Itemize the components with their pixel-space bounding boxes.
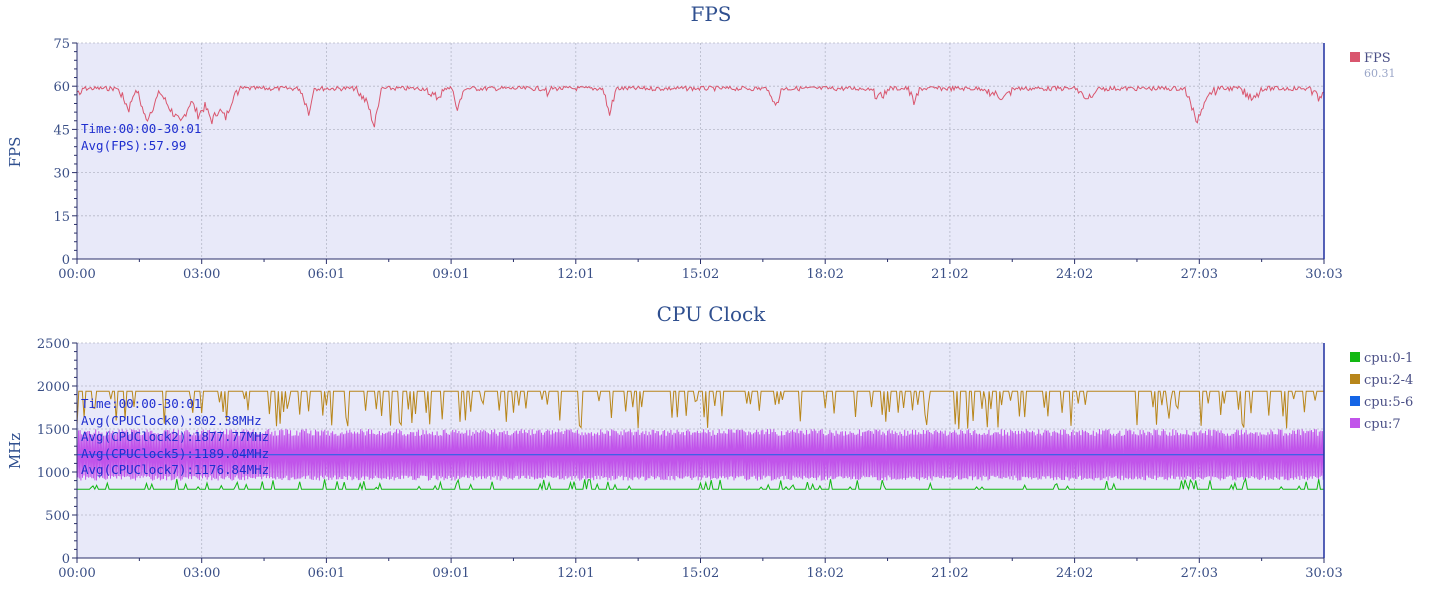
cpu-annotation-clock0: Avg(CPUClock0):802.38MHz (81, 413, 262, 428)
fps-y-tick-label: 30 (53, 167, 70, 182)
fps-x-tick-label: 15:02 (682, 267, 719, 282)
fps-y-tick-label: 0 (62, 253, 70, 268)
cpu-x-tick-label: 21:02 (931, 566, 968, 581)
cpu7-series-line (76, 428, 1325, 481)
cpu-chart-title: CPU Clock (657, 302, 767, 326)
cpu-y-axis-label: MHz (6, 433, 24, 469)
fps-annotation-avg: Avg(FPS):57.99 (81, 138, 186, 153)
cpu-annotation-clock2: Avg(CPUClock2):1877.77MHz (81, 429, 269, 444)
cpu-y-tick-label: 2000 (37, 380, 70, 395)
cpu-annotation-clock5: Avg(CPUClock5):1189.04MHz (81, 446, 269, 461)
fps-legend-swatch (1350, 52, 1360, 62)
cpu-chart: CPU Clock MHz 0 500 1000 1500 2000 2500 00:00 0… (6, 302, 1413, 581)
cpu-x-tick-label: 15:02 (682, 566, 719, 581)
fps-x-tick-label: 12:01 (557, 267, 594, 282)
fps-legend: FPS 60.31 (1350, 51, 1396, 80)
fps-series (76, 84, 1325, 128)
cpu-y-tick-label: 2500 (37, 337, 70, 352)
fps-y-tick-label: 15 (53, 210, 70, 225)
fps-x-tick-label: 21:02 (931, 267, 968, 282)
fps-y-tick-label: 75 (53, 37, 70, 52)
cpu-series (76, 390, 1325, 492)
cpu-x-tick-label: 27:03 (1181, 566, 1218, 581)
cpu-y-tick-label: 1000 (37, 466, 70, 481)
fps-y-axis-label: FPS (6, 137, 24, 168)
fps-x-tick-label: 18:02 (806, 267, 843, 282)
cpu-legend-label: cpu:7 (1364, 417, 1401, 432)
fps-series-line (76, 84, 1325, 128)
cpu-y-tick-label: 500 (45, 509, 70, 524)
cpu-x-tick-label: 30:03 (1305, 566, 1342, 581)
cpu-annotation-clock7: Avg(CPUClock7):1176.84MHz (81, 462, 269, 477)
fps-chart-title: FPS (690, 2, 731, 26)
cpu-x-tick-label: 12:01 (557, 566, 594, 581)
fps-x-tick-label: 00:00 (58, 267, 95, 282)
fps-legend-label: FPS (1364, 51, 1391, 66)
fps-x-tick-label: 30:03 (1305, 267, 1342, 282)
cpu24-series-line (76, 390, 1324, 430)
fps-annotation-time: Time:00:00-30:01 (81, 121, 201, 136)
cpu-y-tick-label: 0 (62, 552, 70, 567)
cpu-annotation-time: Time:00:00-30:01 (81, 396, 201, 411)
fps-x-tick-label: 09:01 (432, 267, 469, 282)
cpu-y-tick-label: 1500 (37, 423, 70, 438)
cpu-x-tick-label: 00:00 (58, 566, 95, 581)
fps-x-tick-label: 06:01 (308, 267, 345, 282)
fps-x-tick-label: 27:03 (1181, 267, 1218, 282)
cpu-legend-swatch (1350, 396, 1360, 406)
fps-y-tick-label: 45 (53, 123, 70, 138)
cpu-x-tick-label: 09:01 (432, 566, 469, 581)
fps-chart: FPS FPS 0 15 30 45 60 75 00:00 03:00 06:01 09:01 1… (6, 2, 1396, 282)
cpu-legend-label: cpu:0-1 (1364, 351, 1413, 366)
cpu-legend-swatch (1350, 352, 1360, 362)
cpu-legend: cpu:0-1 cpu:2-4 cpu:5-6 cpu:7 (1350, 351, 1413, 432)
cpu-x-tick-label: 06:01 (308, 566, 345, 581)
cpu-x-tick-label: 03:00 (183, 566, 220, 581)
cpu-legend-swatch (1350, 374, 1360, 384)
cpu-legend-swatch (1350, 418, 1360, 428)
fps-x-tick-label: 24:02 (1056, 267, 1093, 282)
fps-legend-value: 60.31 (1364, 67, 1396, 80)
cpu-x-tick-label: 24:02 (1056, 566, 1093, 581)
cpu-legend-label: cpu:2-4 (1364, 373, 1413, 388)
cpu-legend-label: cpu:5-6 (1364, 395, 1413, 410)
fps-y-tick-label: 60 (53, 80, 70, 95)
fps-gridlines (77, 42, 1324, 259)
cpu-x-tick-label: 18:02 (806, 566, 843, 581)
cpu01-series-line (77, 477, 1324, 492)
fps-x-tick-label: 03:00 (183, 267, 220, 282)
